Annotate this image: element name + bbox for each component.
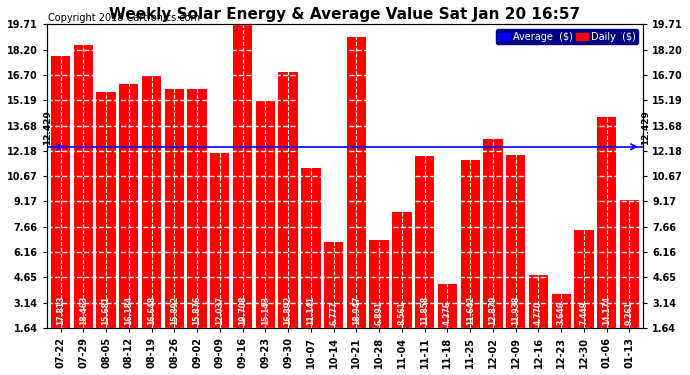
Text: 6.777: 6.777 (329, 301, 338, 326)
Text: 12.879: 12.879 (489, 296, 497, 326)
Bar (165, 88, 184, 328)
Bar (551, 294, 571, 328)
Text: 11.938: 11.938 (511, 296, 520, 326)
Text: 15.876: 15.876 (193, 296, 201, 326)
Bar (324, 242, 344, 328)
Text: 15.681: 15.681 (101, 296, 110, 326)
Text: 18.947: 18.947 (352, 296, 361, 326)
Title: Weekly Solar Energy & Average Value Sat Jan 20 16:57: Weekly Solar Energy & Average Value Sat … (110, 7, 580, 22)
Bar (597, 117, 616, 328)
Text: 11.858: 11.858 (420, 296, 429, 326)
Text: 4.770: 4.770 (534, 301, 543, 326)
Text: 3.646: 3.646 (557, 302, 566, 326)
Legend: Average  ($), Daily  ($): Average ($), Daily ($) (495, 29, 638, 44)
Bar (51, 56, 70, 328)
Text: 9.261: 9.261 (625, 302, 634, 326)
Bar (142, 76, 161, 328)
Bar (369, 240, 388, 328)
Text: 15.892: 15.892 (170, 296, 179, 326)
Bar (506, 155, 525, 328)
Text: 17.813: 17.813 (56, 296, 65, 326)
Bar (437, 284, 457, 328)
Text: 16.892: 16.892 (284, 296, 293, 326)
Bar (392, 212, 411, 328)
Bar (97, 92, 116, 328)
Bar (279, 72, 298, 328)
Text: Copyright 2018 Cartronics.com: Copyright 2018 Cartronics.com (48, 13, 200, 23)
Text: 19.708: 19.708 (238, 296, 247, 326)
Text: 16.184: 16.184 (124, 296, 133, 326)
Bar (415, 156, 434, 328)
Text: 6.891: 6.891 (375, 302, 384, 326)
Bar (346, 37, 366, 328)
Text: 8.561: 8.561 (397, 302, 406, 326)
Text: 4.276: 4.276 (443, 302, 452, 326)
Text: 11.141: 11.141 (306, 296, 315, 326)
Bar (483, 139, 502, 328)
Text: 11.642: 11.642 (466, 296, 475, 326)
Bar (119, 84, 139, 328)
Bar (188, 89, 207, 328)
Bar (302, 168, 321, 328)
Text: 18.463: 18.463 (79, 296, 88, 326)
Bar (256, 101, 275, 328)
Bar (529, 275, 548, 328)
Text: 7.449: 7.449 (580, 302, 589, 326)
Text: 12.429: 12.429 (641, 110, 650, 145)
Text: 15.143: 15.143 (261, 296, 270, 326)
Bar (620, 200, 639, 328)
Bar (210, 153, 230, 328)
Bar (574, 230, 593, 328)
Text: 12.037: 12.037 (215, 296, 224, 326)
Bar (460, 160, 480, 328)
Bar (74, 45, 93, 328)
Text: 12.429: 12.429 (43, 110, 52, 145)
Bar (233, 24, 253, 328)
Text: 14.174: 14.174 (602, 296, 611, 326)
Text: 16.648: 16.648 (147, 296, 156, 326)
